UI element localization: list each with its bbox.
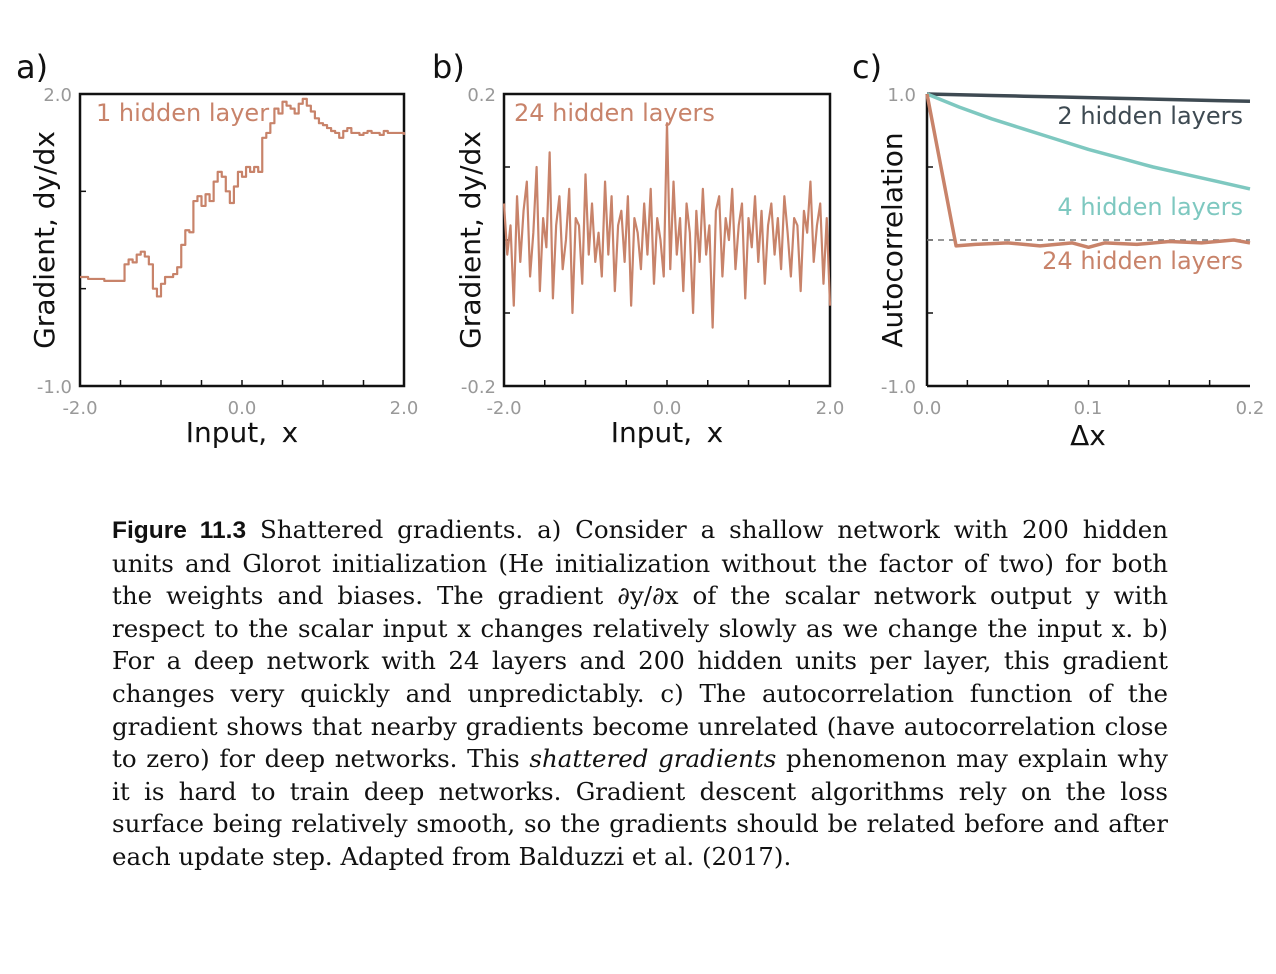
figure: a) b) c) 2.0 -1.0 -2.0 0.0 2.0 Input, x … <box>16 48 1264 452</box>
panel-b-ytick-top: 0.2 <box>467 85 496 106</box>
panel-b-xtick-mid: 0.0 <box>653 398 682 419</box>
panel-a-ytick-top: 2.0 <box>43 85 72 106</box>
panel-b-ytick-bottom: -0.2 <box>461 377 496 398</box>
panel-c-ytick-bottom: -1.0 <box>881 377 916 398</box>
panel-b-ticks <box>504 166 790 386</box>
panel-c-xtick-left: 0.0 <box>913 398 942 419</box>
panel-a-frame <box>78 92 406 388</box>
panel-b-letter: b) <box>432 48 465 86</box>
panel-a-ytick-bottom: -1.0 <box>37 377 72 398</box>
panel-c-ytick-top: 1.0 <box>887 85 916 106</box>
panel-c-ylabel: Autocorrelation <box>876 132 909 347</box>
caption-text-part-2: phenomenon may explain why it is hard to… <box>112 744 1168 871</box>
panel-b: 0.2 -0.2 -2.0 0.0 2.0 Input, x Gradient,… <box>454 85 844 449</box>
panel-a-ylabel: Gradient, dy/dx <box>28 131 61 349</box>
panel-c-letter: c) <box>852 48 882 86</box>
panel-a-xtick-mid: 0.0 <box>228 398 257 419</box>
panel-a-ticks <box>80 190 365 386</box>
panel-b-ylabel: Gradient, dy/dx <box>454 131 487 349</box>
panel-a: 2.0 -1.0 -2.0 0.0 2.0 Input, x Gradient,… <box>28 85 418 449</box>
figure-caption: Figure 11.3 Shattered gradients. a) Cons… <box>112 514 1168 874</box>
panel-a-letter: a) <box>16 48 48 86</box>
panel-c-series <box>925 92 1251 250</box>
panel-b-series <box>502 122 832 329</box>
panel-a-series-line-0 <box>80 97 406 298</box>
panel-c-xtick-right: 0.2 <box>1236 398 1265 419</box>
panel-a-xlabel: Input, x <box>186 416 298 449</box>
panel-a-annotation: 1 hidden layer <box>96 99 269 127</box>
panel-a-xtick-right: 2.0 <box>390 398 419 419</box>
panel-c-xlabel: Δx <box>1070 419 1106 452</box>
caption-label: Figure 11.3 <box>112 517 247 544</box>
panel-c-series-line-0 <box>926 92 1251 104</box>
panel-b-xtick-left: -2.0 <box>486 398 521 419</box>
panel-a-xtick-left: -2.0 <box>62 398 97 419</box>
caption-italic-term: shattered gradients <box>529 744 777 774</box>
panel-c-annotation-4-layers: 4 hidden layers <box>1057 193 1243 221</box>
panel-a-series <box>80 97 406 298</box>
panel-b-xtick-right: 2.0 <box>816 398 845 419</box>
panel-c-series-line-2 <box>925 93 1251 250</box>
panel-c-series-line-1 <box>926 92 1251 191</box>
caption-text-part-1: Shattered gradients. a) Consider a shall… <box>112 515 1168 774</box>
panel-c-xtick-mid: 0.1 <box>1074 398 1103 419</box>
panel-b-series-line-0 <box>502 122 832 329</box>
panel-c-annotation-24-layers: 24 hidden layers <box>1042 247 1243 275</box>
panel-c-annotation-2-layers: 2 hidden layers <box>1057 102 1243 130</box>
panel-b-xlabel: Input, x <box>611 416 723 449</box>
panel-c-ticks <box>927 166 1211 386</box>
panel-c: 1.0 -1.0 0.0 0.1 0.2 Δx Autocorrelation … <box>876 85 1264 452</box>
panel-b-annotation: 24 hidden layers <box>514 99 715 127</box>
